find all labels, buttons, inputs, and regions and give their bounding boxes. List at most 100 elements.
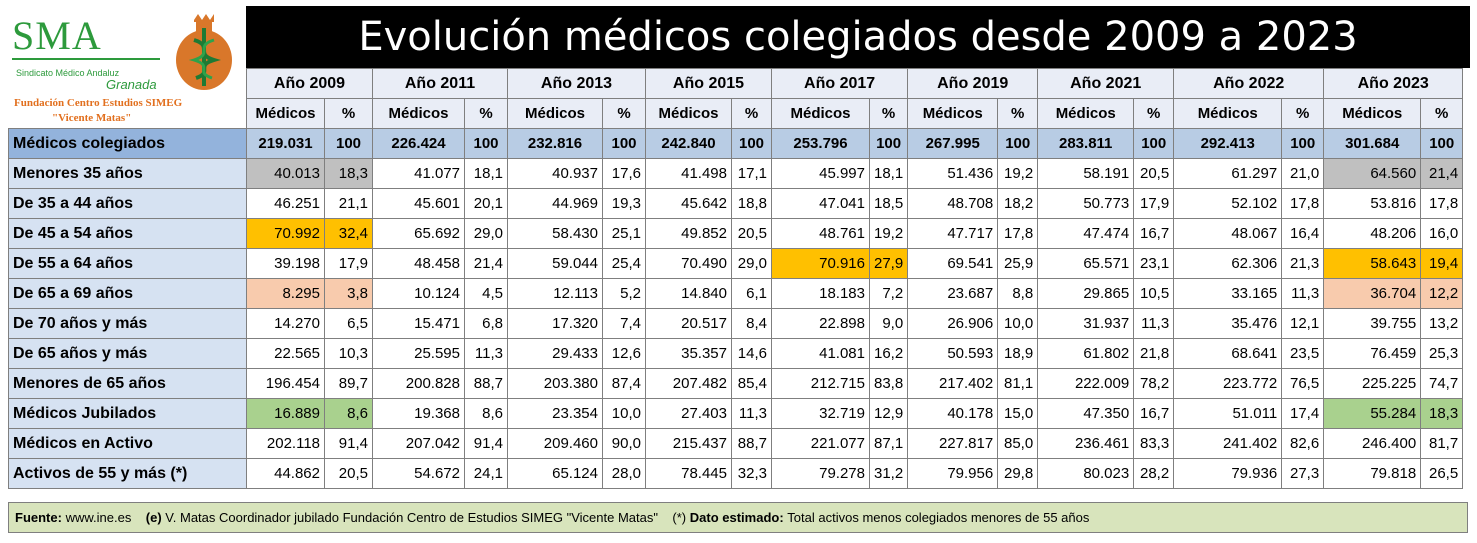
- medicos-cell: 40.937: [507, 158, 603, 189]
- medicos-cell: 19.368: [372, 398, 465, 429]
- year-header: Año 2013: [507, 68, 646, 99]
- pct-col-header: %: [602, 98, 646, 129]
- medicos-cell: 27.403: [645, 398, 732, 429]
- medicos-cell: 202.118: [246, 428, 325, 459]
- row-label: De 45 a 54 años: [8, 218, 247, 249]
- medicos-cell: 20.517: [645, 308, 732, 339]
- pct-cell: 8,8: [997, 278, 1039, 309]
- medicos-cell: 70.916: [771, 248, 870, 279]
- pct-cell: 100: [1133, 128, 1175, 159]
- table-row: De 35 a 44 años 46.251 21,1 45.601 20,1 44.96…: [8, 188, 1464, 219]
- pct-cell: 21,3: [1281, 248, 1325, 279]
- pct-cell: 17,8: [997, 218, 1039, 249]
- pct-cell: 6,1: [731, 278, 772, 309]
- pct-cell: 17,9: [1133, 188, 1175, 219]
- pomegranate-caduceus-icon: [176, 14, 232, 90]
- medicos-cell: 52.102: [1173, 188, 1283, 219]
- row-label: De 65 años y más: [8, 338, 247, 369]
- row-label: De 55 a 64 años: [8, 248, 247, 279]
- medicos-cell: 12.113: [507, 278, 603, 309]
- pct-cell: 6,5: [324, 308, 373, 339]
- pct-cell: 87,4: [602, 368, 646, 399]
- pct-cell: 28,2: [1133, 458, 1175, 489]
- pct-cell: 8,6: [464, 398, 508, 429]
- medicos-cell: 25.595: [372, 338, 465, 369]
- pct-cell: 14,6: [731, 338, 772, 369]
- pct-cell: 23,1: [1133, 248, 1175, 279]
- pct-cell: 90,0: [602, 428, 646, 459]
- pct-cell: 85,0: [997, 428, 1039, 459]
- table-row: De 55 a 64 años 39.198 17,9 48.458 21,4 59.04…: [8, 248, 1464, 279]
- pct-cell: 16,2: [868, 338, 909, 369]
- pct-col-header: %: [1281, 98, 1325, 129]
- pct-cell: 3,8: [324, 278, 373, 309]
- medicos-cell: 241.402: [1173, 428, 1283, 459]
- pct-cell: 11,3: [464, 338, 508, 369]
- pct-cell: 31,2: [868, 458, 909, 489]
- medicos-cell: 51.011: [1173, 398, 1283, 429]
- pct-cell: 24,1: [464, 458, 508, 489]
- pct-cell: 18,1: [464, 158, 508, 189]
- pct-col-header: %: [1420, 98, 1464, 129]
- medicos-col-header: Médicos: [645, 98, 732, 129]
- logo-subtitle: Sindicato Médico Andaluz: [16, 68, 120, 78]
- medicos-cell: 79.278: [771, 458, 870, 489]
- medicos-cell: 45.601: [372, 188, 465, 219]
- pct-cell: 21,8: [1133, 338, 1175, 369]
- medicos-cell: 76.459: [1323, 338, 1422, 369]
- medicos-cell: 48.206: [1323, 218, 1422, 249]
- medicos-cell: 219.031: [246, 128, 325, 159]
- table-row: De 65 años y más 22.565 10,3 25.595 11,3 29.4…: [8, 338, 1464, 369]
- medicos-cell: 48.761: [771, 218, 870, 249]
- logo-foundation-line2: "Vicente Matas": [52, 112, 132, 124]
- pct-cell: 83,8: [868, 368, 909, 399]
- medicos-cell: 226.424: [372, 128, 465, 159]
- pct-cell: 19,2: [868, 218, 909, 249]
- medicos-cell: 45.997: [771, 158, 870, 189]
- medicos-cell: 41.081: [771, 338, 870, 369]
- medicos-cell: 17.320: [507, 308, 603, 339]
- year-header: Año 2011: [372, 68, 508, 99]
- medicos-cell: 50.773: [1037, 188, 1135, 219]
- pct-col-header: %: [731, 98, 772, 129]
- medicos-cell: 15.471: [372, 308, 465, 339]
- pct-cell: 83,3: [1133, 428, 1175, 459]
- pct-cell: 21,4: [1420, 158, 1464, 189]
- pct-cell: 25,4: [602, 248, 646, 279]
- table-row: Menores 35 años 40.013 18,3 41.077 18,1 40.93…: [8, 158, 1464, 189]
- table-row: Médicos colegiados 219.031 100 226.424 100 23…: [8, 128, 1464, 159]
- pct-cell: 18,3: [324, 158, 373, 189]
- medicos-cell: 62.306: [1173, 248, 1283, 279]
- medicos-cell: 70.992: [246, 218, 325, 249]
- medicos-cell: 221.077: [771, 428, 870, 459]
- pct-cell: 12,6: [602, 338, 646, 369]
- pct-cell: 8,4: [731, 308, 772, 339]
- medicos-cell: 31.937: [1037, 308, 1135, 339]
- medicos-cell: 29.433: [507, 338, 603, 369]
- pct-cell: 18,9: [997, 338, 1039, 369]
- row-label: Menores de 65 años: [8, 368, 247, 399]
- logo-line: [12, 58, 160, 60]
- medicos-cell: 58.191: [1037, 158, 1135, 189]
- pct-cell: 32,4: [324, 218, 373, 249]
- medicos-cell: 222.009: [1037, 368, 1135, 399]
- pct-cell: 18,1: [868, 158, 909, 189]
- pct-cell: 74,7: [1420, 368, 1464, 399]
- pct-cell: 87,1: [868, 428, 909, 459]
- medicos-cell: 49.852: [645, 218, 732, 249]
- pct-cell: 25,1: [602, 218, 646, 249]
- pct-cell: 21,4: [464, 248, 508, 279]
- medicos-cell: 65.692: [372, 218, 465, 249]
- medicos-cell: 41.077: [372, 158, 465, 189]
- medicos-cell: 53.816: [1323, 188, 1422, 219]
- pct-cell: 7,4: [602, 308, 646, 339]
- year-header: Año 2023: [1323, 68, 1464, 99]
- pct-cell: 10,0: [997, 308, 1039, 339]
- pct-cell: 16,7: [1133, 218, 1175, 249]
- table-row: Médicos Jubilados 16.889 8,6 19.368 8,6 23.35…: [8, 398, 1464, 429]
- pct-cell: 5,2: [602, 278, 646, 309]
- medicos-cell: 36.704: [1323, 278, 1422, 309]
- pct-col-header: %: [1133, 98, 1175, 129]
- medicos-cell: 46.251: [246, 188, 325, 219]
- pct-cell: 12,1: [1281, 308, 1325, 339]
